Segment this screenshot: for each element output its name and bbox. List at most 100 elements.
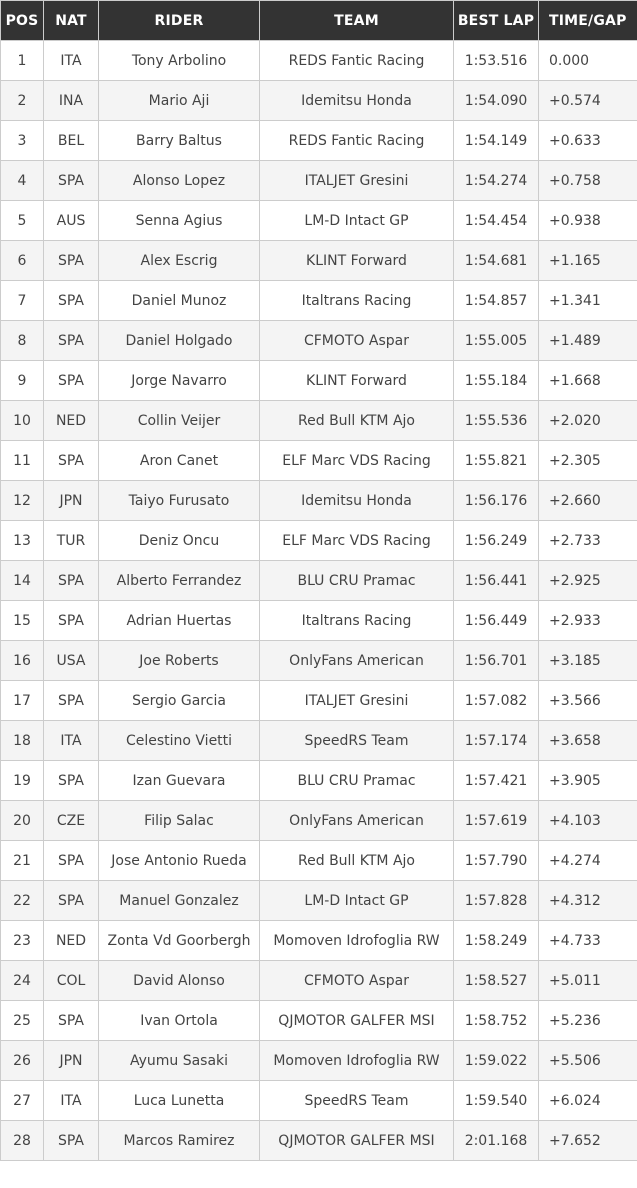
cell-rider: Alonso Lopez [98,160,260,201]
cell-best_lap: 1:58.752 [453,1000,539,1041]
column-header-rider: RIDER [98,0,260,41]
cell-team: SpeedRS Team [259,1080,454,1121]
table-row: 27 ITA Luca Lunetta SpeedRS Team 1:59.540 +6.… [0,1080,637,1121]
cell-best_lap: 1:54.149 [453,120,539,161]
table-row: 1 ITA Tony Arbolino REDS Fantic Racing 1:53.… [0,40,637,81]
cell-team: ELF Marc VDS Racing [259,440,454,481]
cell-best_lap: 1:56.441 [453,560,539,601]
cell-best_lap: 1:56.449 [453,600,539,641]
cell-team: Italtrans Racing [259,600,454,641]
table-row: 2 INA Mario Aji Idemitsu Honda 1:54.090 +0.57… [0,80,637,121]
table-row: 18 ITA Celestino Vietti SpeedRS Team 1:57.17… [0,720,637,761]
cell-best_lap: 1:54.681 [453,240,539,281]
cell-rider: Joe Roberts [98,640,260,681]
table-row: 15 SPA Adrian Huertas Italtrans Racing 1:56.… [0,600,637,641]
cell-pos: 20 [0,800,44,841]
cell-best_lap: 1:57.421 [453,760,539,801]
cell-nat: COL [43,960,99,1001]
cell-nat: SPA [43,680,99,721]
cell-best_lap: 1:55.005 [453,320,539,361]
cell-best_lap: 1:55.821 [453,440,539,481]
cell-rider: Taiyo Furusato [98,480,260,521]
cell-pos: 6 [0,240,44,281]
table-row: 20 CZE Filip Salac OnlyFans American 1:57.61… [0,800,637,841]
header-row: POS NAT RIDER TEAM BEST LAP TIME/GAP [0,0,637,41]
cell-pos: 15 [0,600,44,641]
cell-rider: Tony Arbolino [98,40,260,81]
cell-pos: 23 [0,920,44,961]
cell-rider: Filip Salac [98,800,260,841]
cell-time_gap: +3.185 [538,640,637,681]
cell-nat: SPA [43,760,99,801]
cell-team: REDS Fantic Racing [259,40,454,81]
cell-pos: 13 [0,520,44,561]
cell-nat: SPA [43,1120,99,1161]
cell-pos: 7 [0,280,44,321]
cell-team: BLU CRU Pramac [259,560,454,601]
cell-time_gap: +1.668 [538,360,637,401]
cell-best_lap: 1:57.619 [453,800,539,841]
cell-team: Idemitsu Honda [259,480,454,521]
cell-team: CFMOTO Aspar [259,960,454,1001]
cell-best_lap: 1:54.274 [453,160,539,201]
cell-time_gap: +3.658 [538,720,637,761]
cell-time_gap: +4.733 [538,920,637,961]
cell-pos: 24 [0,960,44,1001]
column-header-team: TEAM [259,0,454,41]
table-row: 10 NED Collin Veijer Red Bull KTM Ajo 1:55.5… [0,400,637,441]
cell-best_lap: 1:59.540 [453,1080,539,1121]
cell-rider: Barry Baltus [98,120,260,161]
cell-team: CFMOTO Aspar [259,320,454,361]
cell-rider: Daniel Munoz [98,280,260,321]
cell-best_lap: 1:56.249 [453,520,539,561]
cell-best_lap: 1:58.527 [453,960,539,1001]
cell-pos: 19 [0,760,44,801]
cell-nat: ITA [43,1080,99,1121]
cell-time_gap: +2.660 [538,480,637,521]
cell-team: ELF Marc VDS Racing [259,520,454,561]
table-row: 26 JPN Ayumu Sasaki Momoven Idrofoglia RW 1:… [0,1040,637,1081]
cell-time_gap: +2.933 [538,600,637,641]
cell-time_gap: +0.938 [538,200,637,241]
cell-rider: Luca Lunetta [98,1080,260,1121]
cell-team: Red Bull KTM Ajo [259,840,454,881]
cell-pos: 1 [0,40,44,81]
cell-pos: 2 [0,80,44,121]
cell-nat: CZE [43,800,99,841]
cell-rider: Jorge Navarro [98,360,260,401]
cell-team: QJMOTOR GALFER MSI [259,1120,454,1161]
cell-team: SpeedRS Team [259,720,454,761]
cell-rider: Aron Canet [98,440,260,481]
cell-team: Italtrans Racing [259,280,454,321]
cell-best_lap: 1:55.536 [453,400,539,441]
cell-pos: 21 [0,840,44,881]
cell-rider: Manuel Gonzalez [98,880,260,921]
cell-best_lap: 1:53.516 [453,40,539,81]
cell-time_gap: +2.925 [538,560,637,601]
cell-nat: USA [43,640,99,681]
column-header-time-gap: TIME/GAP [538,0,637,41]
column-header-pos: POS [0,0,44,41]
cell-rider: Mario Aji [98,80,260,121]
cell-rider: Jose Antonio Rueda [98,840,260,881]
cell-nat: SPA [43,240,99,281]
cell-nat: SPA [43,880,99,921]
cell-nat: NED [43,920,99,961]
cell-time_gap: +4.274 [538,840,637,881]
cell-best_lap: 1:54.090 [453,80,539,121]
cell-pos: 26 [0,1040,44,1081]
table-row: 17 SPA Sergio Garcia ITALJET Gresini 1:57.08… [0,680,637,721]
cell-pos: 3 [0,120,44,161]
cell-pos: 12 [0,480,44,521]
table-row: 6 SPA Alex Escrig KLINT Forward 1:54.681 +1.1… [0,240,637,281]
cell-pos: 5 [0,200,44,241]
cell-pos: 9 [0,360,44,401]
cell-team: LM-D Intact GP [259,200,454,241]
cell-time_gap: +7.652 [538,1120,637,1161]
cell-time_gap: +1.341 [538,280,637,321]
cell-time_gap: +5.506 [538,1040,637,1081]
cell-pos: 11 [0,440,44,481]
cell-rider: Izan Guevara [98,760,260,801]
results-table-header: POS NAT RIDER TEAM BEST LAP TIME/GAP [0,0,637,41]
cell-time_gap: +0.574 [538,80,637,121]
